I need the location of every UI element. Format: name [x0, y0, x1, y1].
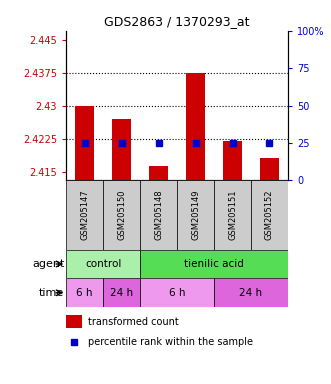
- FancyBboxPatch shape: [140, 278, 214, 307]
- Text: GSM205151: GSM205151: [228, 190, 237, 240]
- Text: GSM205149: GSM205149: [191, 190, 200, 240]
- FancyBboxPatch shape: [103, 278, 140, 307]
- Title: GDS2863 / 1370293_at: GDS2863 / 1370293_at: [104, 15, 250, 28]
- FancyBboxPatch shape: [251, 180, 288, 250]
- Text: 6 h: 6 h: [76, 288, 93, 298]
- Text: 6 h: 6 h: [169, 288, 185, 298]
- Text: GSM205150: GSM205150: [117, 190, 126, 240]
- Bar: [186, 73, 205, 180]
- FancyBboxPatch shape: [66, 180, 103, 250]
- Bar: [113, 119, 131, 180]
- FancyBboxPatch shape: [177, 180, 214, 250]
- Text: percentile rank within the sample: percentile rank within the sample: [88, 337, 253, 347]
- FancyBboxPatch shape: [140, 250, 288, 278]
- FancyBboxPatch shape: [103, 180, 140, 250]
- FancyBboxPatch shape: [140, 180, 177, 250]
- Text: agent: agent: [32, 259, 64, 269]
- Text: GSM205147: GSM205147: [80, 190, 89, 240]
- Text: GSM205148: GSM205148: [154, 190, 163, 240]
- Bar: [149, 166, 168, 180]
- Bar: [66, 315, 82, 328]
- Bar: [223, 141, 242, 180]
- FancyBboxPatch shape: [66, 278, 103, 307]
- FancyBboxPatch shape: [214, 278, 288, 307]
- Text: tienilic acid: tienilic acid: [184, 259, 244, 269]
- FancyBboxPatch shape: [214, 180, 251, 250]
- Bar: [260, 159, 279, 180]
- Text: 24 h: 24 h: [110, 288, 133, 298]
- Text: GSM205152: GSM205152: [265, 190, 274, 240]
- FancyBboxPatch shape: [66, 250, 140, 278]
- Text: 24 h: 24 h: [239, 288, 262, 298]
- Text: transformed count: transformed count: [88, 317, 179, 327]
- Text: time: time: [39, 288, 64, 298]
- Bar: [75, 106, 94, 180]
- Text: control: control: [85, 259, 121, 269]
